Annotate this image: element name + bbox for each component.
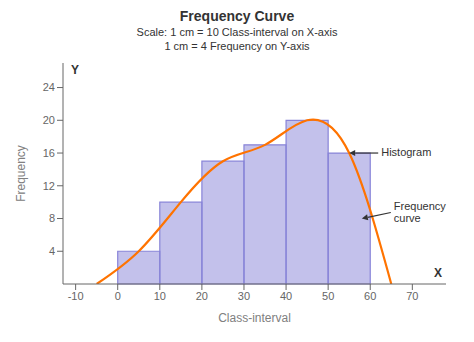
svg-text:70: 70 — [406, 290, 418, 302]
svg-text:Histogram: Histogram — [381, 146, 431, 158]
svg-text:-10: -10 — [68, 290, 84, 302]
svg-text:0: 0 — [115, 290, 121, 302]
svg-text:50: 50 — [322, 290, 334, 302]
svg-text:12: 12 — [43, 180, 55, 192]
html-text:1 cm = 4 Frequency on Y-axis: 1 cm = 4 Frequency on Y-axis — [164, 40, 310, 52]
html-text:Scale: 1 cm = 10 Class-interva: Scale: 1 cm = 10 Class-interval on X-axi… — [136, 26, 338, 38]
svg-text:20: 20 — [43, 114, 55, 126]
svg-text:20: 20 — [196, 290, 208, 302]
svg-text:Class-interval: Class-interval — [218, 311, 291, 325]
svg-text:Y: Y — [71, 63, 79, 77]
svg-text:60: 60 — [364, 290, 376, 302]
svg-text:Frequencycurve: Frequencycurve — [394, 199, 446, 223]
html-text:Frequency Curve: Frequency Curve — [179, 8, 295, 24]
svg-text:4: 4 — [49, 245, 55, 257]
svg-text:X: X — [434, 266, 442, 280]
svg-text:30: 30 — [238, 290, 250, 302]
svg-text:Frequency: Frequency — [14, 145, 28, 202]
svg-text:40: 40 — [280, 290, 292, 302]
svg-text:16: 16 — [43, 147, 55, 159]
svg-text:10: 10 — [154, 290, 166, 302]
svg-text:8: 8 — [49, 212, 55, 224]
svg-text:24: 24 — [43, 81, 55, 93]
